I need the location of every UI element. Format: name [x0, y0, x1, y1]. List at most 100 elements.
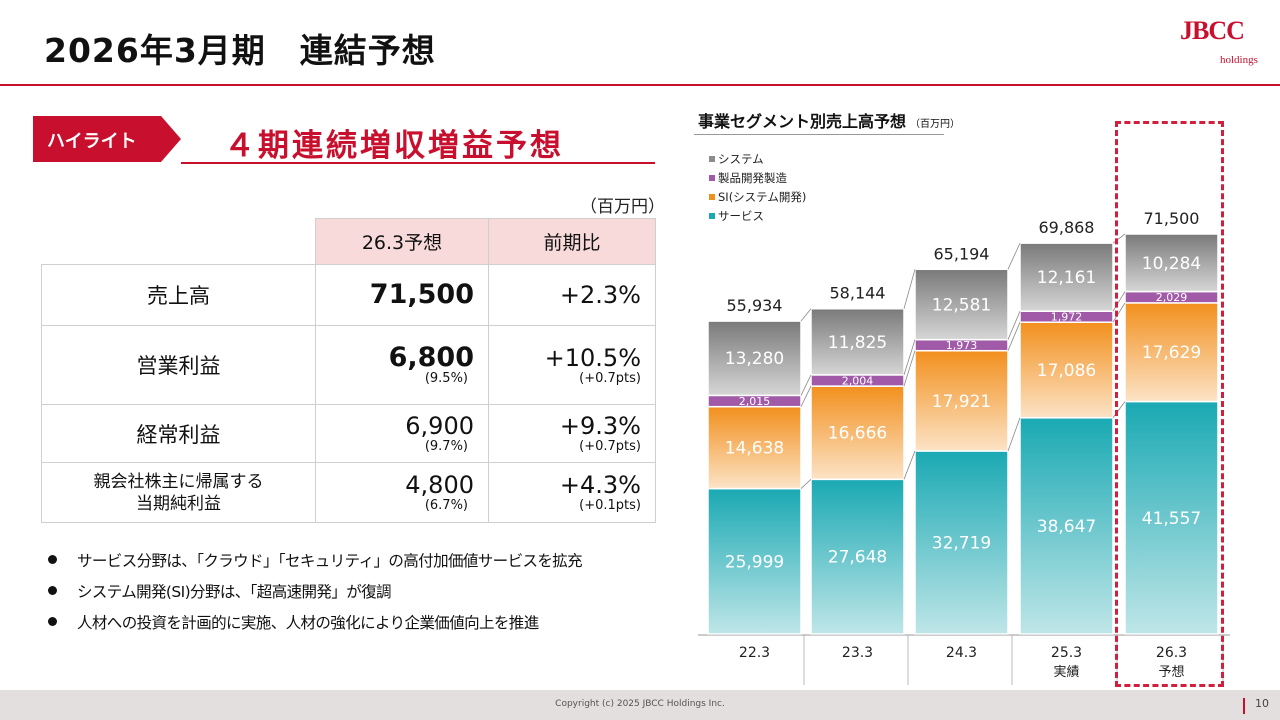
- data-label-si: 17,629: [1142, 343, 1201, 363]
- table-unit-label: （百万円）: [580, 197, 665, 217]
- cell-value-net-income: 4,800 (6.7%): [315, 462, 489, 523]
- connector-line: [800, 374, 812, 396]
- x-tick-label: 25.3: [1051, 645, 1082, 661]
- highlight-badge-label: ハイライト: [47, 131, 137, 152]
- x-tick-label: 24.3: [946, 645, 977, 661]
- logo-sub-text: holdings: [1220, 54, 1258, 66]
- total-label: 55,934: [727, 296, 783, 315]
- data-label-product: 2,015: [739, 395, 771, 408]
- list-item: 人材への投資を計画的に実施、人材の強化により企業価値向上を推進: [48, 606, 582, 637]
- data-label-product: 1,972: [1051, 311, 1083, 324]
- chart-unit-label: （百万円）: [910, 119, 961, 130]
- value-net-income: 4,800: [405, 471, 474, 499]
- ratio-operating-income: (9.5%): [424, 370, 468, 386]
- connector-line: [1007, 322, 1021, 351]
- cell-value-ordinary-income: 6,900 (9.7%): [315, 404, 489, 463]
- table-header-forecast: 26.3予想: [315, 218, 489, 265]
- chart-title: 事業セグメント別売上高予想 （百万円）: [698, 108, 960, 132]
- bar-segment-system: [914, 268, 1009, 341]
- connector-line: [903, 269, 916, 309]
- bullet-text: システム開発(SI)分野は、「超高速開発」が復調: [77, 582, 392, 601]
- change-net-income: +4.3%: [559, 471, 641, 499]
- change-operating-income: +10.5%: [544, 343, 641, 372]
- row-label-net-income: 親会社株主に帰属する 当期純利益: [41, 462, 316, 523]
- cell-change-operating-income: +10.5% (+0.7pts): [488, 325, 656, 405]
- cell-change-net-income: +4.3% (+0.1pts): [488, 462, 656, 523]
- connector-line: [1007, 242, 1021, 270]
- legend-item: システム: [709, 149, 806, 168]
- legend-swatch: [709, 212, 715, 219]
- bar-segment-service: [707, 487, 802, 635]
- chart-title-underline: [694, 134, 944, 135]
- logo-main-text: JBCC: [1180, 16, 1245, 45]
- table-header-empty: [42, 219, 316, 265]
- connector-line: [800, 479, 812, 489]
- bar-segment-service: [914, 450, 1009, 635]
- data-label-product: 2,004: [842, 374, 874, 387]
- row-label-sales: 売上高: [41, 264, 316, 326]
- cell-value-operating-income: 6,800 (9.5%): [315, 325, 489, 405]
- connector-line: [1007, 417, 1021, 452]
- legend-swatch: [709, 174, 715, 181]
- x-tick-label: 22.3: [739, 645, 770, 661]
- change-ordinary-income: +9.3%: [559, 412, 641, 440]
- cell-change-sales: +2.3%: [488, 264, 656, 326]
- bar-segment-si: [810, 385, 905, 481]
- data-label-service: 25,999: [725, 552, 784, 572]
- headline: ４期連続増収増益予想: [224, 128, 564, 164]
- value-operating-income: 6,800: [388, 341, 474, 373]
- bullet-text: サービス分野は、「クラウド」「セキュリティ」の高付加価値サービスを拡充: [77, 551, 583, 570]
- data-label-system: 13,280: [725, 349, 784, 369]
- bullet-text: 人材への投資を計画的に実施、人材の強化により企業価値向上を推進: [77, 613, 539, 632]
- x-tick-sublabel: 予想: [1158, 664, 1184, 680]
- bar-segment-system: [707, 320, 802, 397]
- bar-segment-system: [1124, 233, 1219, 293]
- data-label-product: 2,029: [1156, 291, 1188, 304]
- bullet-dot-icon: [48, 586, 57, 595]
- page-number: 10: [1255, 697, 1269, 710]
- bar-segment-service: [810, 478, 905, 635]
- chart-title-text: 事業セグメント別売上高予想: [698, 112, 907, 131]
- connector-line: [903, 339, 916, 375]
- data-label-service: 27,648: [828, 548, 887, 568]
- data-label-system: 10,284: [1142, 254, 1201, 274]
- total-label: 71,500: [1144, 209, 1200, 228]
- table-row: 経常利益 6,900 (9.7%) +9.3% (+0.7pts): [41, 404, 656, 463]
- badge-arrow-shape: [33, 116, 181, 162]
- legend-label: SI(システム開発): [718, 189, 807, 204]
- table-header-row: 26.3予想 前期比: [42, 218, 656, 265]
- row-label-operating-income: 営業利益: [41, 325, 316, 405]
- connector-line: [1007, 311, 1021, 340]
- data-label-product: 1,973: [946, 339, 978, 352]
- connector-line: [903, 450, 916, 480]
- legend-item: SI(システム開発): [709, 187, 806, 206]
- table-row: 売上高 71,500 +2.3%: [41, 264, 656, 326]
- bar-segment-si: [914, 349, 1009, 452]
- change-sub-ordinary-income: (+0.7pts): [579, 439, 641, 454]
- jbcc-logo: JBCC holdings: [1180, 16, 1264, 72]
- connector-line: [903, 350, 916, 387]
- copyright-text: Copyright (c) 2025 JBCC Holdings Inc.: [555, 699, 725, 709]
- data-label-service: 41,557: [1142, 509, 1201, 529]
- connector-line: [800, 308, 812, 322]
- forecast-table: 26.3予想 前期比 売上高 71,500 +2.3% 営業利益 6,800 (…: [41, 218, 656, 523]
- bar-segment-si: [1019, 321, 1114, 419]
- x-tick-label: 26.3: [1156, 645, 1187, 661]
- total-label: 65,194: [934, 244, 990, 263]
- highlight-badge: ハイライト: [33, 116, 181, 162]
- data-label-system: 11,825: [828, 333, 887, 353]
- total-label: 58,144: [830, 284, 886, 303]
- data-label-service: 32,719: [932, 533, 991, 553]
- cell-change-ordinary-income: +9.3% (+0.7pts): [488, 404, 656, 463]
- data-label-si: 17,086: [1037, 361, 1096, 381]
- table-row: 親会社株主に帰属する 当期純利益 4,800 (6.7%) +4.3% (+0.…: [41, 462, 656, 523]
- bullet-list: サービス分野は、「クラウド」「セキュリティ」の高付加価値サービスを拡充 システム…: [48, 544, 583, 637]
- cell-value-sales: 71,500: [315, 264, 489, 326]
- forecast-highlight-box: [1115, 121, 1224, 687]
- value-ordinary-income: 6,900: [405, 412, 474, 440]
- row-label-net-income-line2: 当期純利益: [136, 493, 221, 514]
- legend-swatch: [709, 155, 715, 162]
- legend-swatch: [709, 193, 715, 200]
- bar-segment-system: [810, 307, 905, 376]
- data-label-si: 16,666: [828, 424, 887, 444]
